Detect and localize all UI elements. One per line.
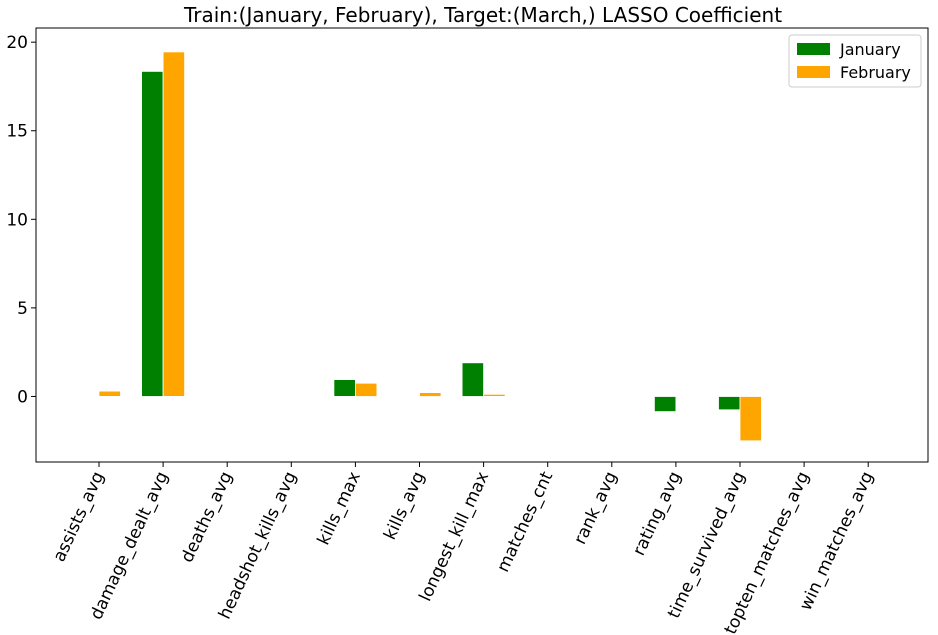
bar-february-kills_max <box>354 382 378 397</box>
x-tick-label: longest_kill_max <box>416 469 494 605</box>
legend-swatch-february <box>797 66 830 78</box>
bar-january-rating_avg <box>654 396 677 413</box>
bar-february-longest_kill_max <box>483 393 506 397</box>
y-tick-label: 5 <box>17 299 28 319</box>
plot-frame <box>35 27 929 463</box>
legend: January February <box>788 34 922 88</box>
x-tick-label: assists_avg <box>49 469 108 565</box>
legend-swatch-january <box>797 43 830 55</box>
x-tick-label: matches_cnt <box>493 468 557 575</box>
chart-title: Train:(January, February), Target:(March… <box>183 3 782 27</box>
x-tick-label: win_matches_avg <box>796 469 878 614</box>
x-tick-label: rank_avg <box>570 469 621 548</box>
x-tick-label: rating_avg <box>629 469 685 559</box>
bar-january-longest_kill_max <box>461 362 485 397</box>
bar-february-assists_avg <box>98 390 121 397</box>
bar-january-time_survived_avg <box>718 396 741 411</box>
x-tick-label: kills_avg <box>380 469 429 543</box>
legend-label-january: January <box>839 40 901 59</box>
bars-group <box>98 51 762 442</box>
bar-february-kills_avg <box>419 392 442 397</box>
y-tick-label: 20 <box>6 33 28 53</box>
y-tick-label: 10 <box>6 210 28 230</box>
bar-january-damage_dealt_avg <box>141 71 164 397</box>
bar-february-time_survived_avg <box>739 396 762 442</box>
x-tick-label: kills_max <box>314 469 365 549</box>
y-axis: 0 5 10 15 20 <box>6 33 36 407</box>
y-tick-label: 15 <box>6 122 28 142</box>
legend-label-february: February <box>840 63 911 82</box>
y-tick-label: 0 <box>17 387 28 407</box>
bar-january-kills_max <box>333 379 356 397</box>
bar-february-damage_dealt_avg <box>162 51 186 397</box>
x-tick-label: deaths_avg <box>177 469 236 566</box>
